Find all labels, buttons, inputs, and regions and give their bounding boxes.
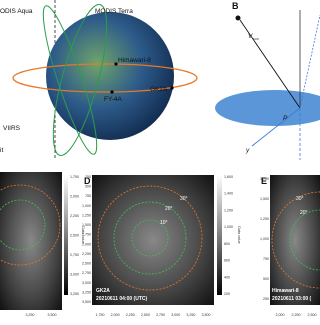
label: MODIS Terra xyxy=(95,8,133,15)
axis-label: y xyxy=(245,147,250,154)
tick-label: 2,250 xyxy=(292,313,301,317)
tick-label: 3,000 xyxy=(82,281,91,285)
tick-label: 3,000 xyxy=(70,273,79,277)
vector xyxy=(299,14,320,109)
tick-label: 3,250 xyxy=(186,313,195,317)
ring-label: 20° xyxy=(300,210,308,216)
tick-label: 2,000 xyxy=(276,313,285,317)
panel-letter: D xyxy=(84,176,91,186)
ring xyxy=(0,199,46,251)
tick-label: 1,600 xyxy=(224,175,233,179)
satellite xyxy=(170,86,174,90)
label: VIIRS xyxy=(3,125,21,132)
tick-label: 2,250 xyxy=(70,214,79,218)
satellite xyxy=(110,90,114,94)
tick-label: 3,000 xyxy=(171,313,180,317)
ring-label: 20° xyxy=(165,206,173,212)
label: it xyxy=(0,147,3,154)
ring-label: 30° xyxy=(296,196,304,202)
tick-label: 2,750 xyxy=(156,313,165,317)
tick-label: 2,750 xyxy=(70,253,79,257)
ring-label: 30° xyxy=(180,196,188,202)
tick-label: 2,000 xyxy=(82,242,91,246)
orbit xyxy=(52,4,108,156)
tick-label: 1,250 xyxy=(260,217,269,221)
ring xyxy=(131,219,169,257)
tick-label: 2,000 xyxy=(111,313,120,317)
tick-label: 2,750 xyxy=(82,271,91,275)
tick-label: 3,250 xyxy=(26,313,35,317)
axis xyxy=(251,107,301,147)
tick-label: 750 xyxy=(85,194,91,198)
ring xyxy=(113,201,187,275)
colorbar-label: Data value xyxy=(81,226,85,243)
tick-label: 1,500 xyxy=(82,223,91,227)
caption: Himawari-8 xyxy=(272,288,299,294)
caption: 20210611 03:00 ( xyxy=(272,296,312,302)
image-panel xyxy=(0,172,62,310)
tick-label: 1,200 xyxy=(224,208,233,212)
colorbar xyxy=(64,175,68,295)
tick-label: 2,000 xyxy=(70,195,79,199)
orbit xyxy=(12,63,198,93)
tick-label: 1,000 xyxy=(260,237,269,241)
tick-label: 400 xyxy=(224,275,230,279)
tick-label: 3,500 xyxy=(82,300,91,304)
label: Himawari-8 xyxy=(118,57,151,64)
tick-label: 1,750 xyxy=(96,313,105,317)
ring-label: 10° xyxy=(160,220,168,226)
tick-label: 250 xyxy=(85,175,91,179)
panel-letter: E xyxy=(261,176,267,186)
vector xyxy=(239,19,301,109)
tick-label: 2,500 xyxy=(308,313,317,317)
tick-label: 3,500 xyxy=(202,313,211,317)
tick-label: 2,250 xyxy=(82,252,91,256)
ring xyxy=(97,185,203,291)
caption: 20210611 04:00 (UTC) xyxy=(96,296,147,302)
image-panel xyxy=(92,175,214,305)
colorbar xyxy=(217,175,222,295)
tick-label: 1,250 xyxy=(82,213,91,217)
tick-label: 1,750 xyxy=(70,175,79,179)
colorbar-label: Data value xyxy=(237,226,241,243)
tick-label: 750 xyxy=(263,257,269,261)
tick-label: 3,250 xyxy=(82,290,91,294)
tick-label: 1,500 xyxy=(260,197,269,201)
tick-label: 2,500 xyxy=(70,234,79,238)
caption: GK2A xyxy=(96,288,110,294)
satellite xyxy=(114,62,118,66)
tick-label: 1,750 xyxy=(260,177,269,181)
globe xyxy=(46,12,174,140)
tick-label: 500 xyxy=(85,185,91,189)
ring xyxy=(0,184,61,266)
tick-label: 800 xyxy=(224,242,230,246)
plane xyxy=(215,90,320,126)
label: GK2A xyxy=(150,86,168,93)
tick-label: 250 xyxy=(263,297,269,301)
orbit xyxy=(42,5,98,155)
sun xyxy=(235,15,241,21)
tick-label: 600 xyxy=(224,259,230,263)
vector-label: V xyxy=(248,33,253,40)
point-label: P xyxy=(283,115,288,122)
tick-label: 2,500 xyxy=(141,313,150,317)
tick-label: 2,250 xyxy=(126,313,135,317)
vector-sub: sun xyxy=(253,37,259,41)
tick-label: 2,500 xyxy=(82,262,91,266)
tick-label: 500 xyxy=(263,277,269,281)
tick-label: 3,500 xyxy=(48,313,57,317)
panel-letter: B xyxy=(232,1,239,11)
ring xyxy=(271,191,320,289)
tick-label: 3,250 xyxy=(70,292,79,296)
tick-label: 1,750 xyxy=(82,233,91,237)
tick-label: 1,400 xyxy=(224,192,233,196)
label: ODIS Aqua xyxy=(0,8,33,15)
tick-label: 1,000 xyxy=(224,225,233,229)
label: FY-4A xyxy=(104,96,122,103)
image-panel xyxy=(270,175,320,305)
tick-label: 200 xyxy=(224,292,230,296)
tick-label: 1,000 xyxy=(82,204,91,208)
